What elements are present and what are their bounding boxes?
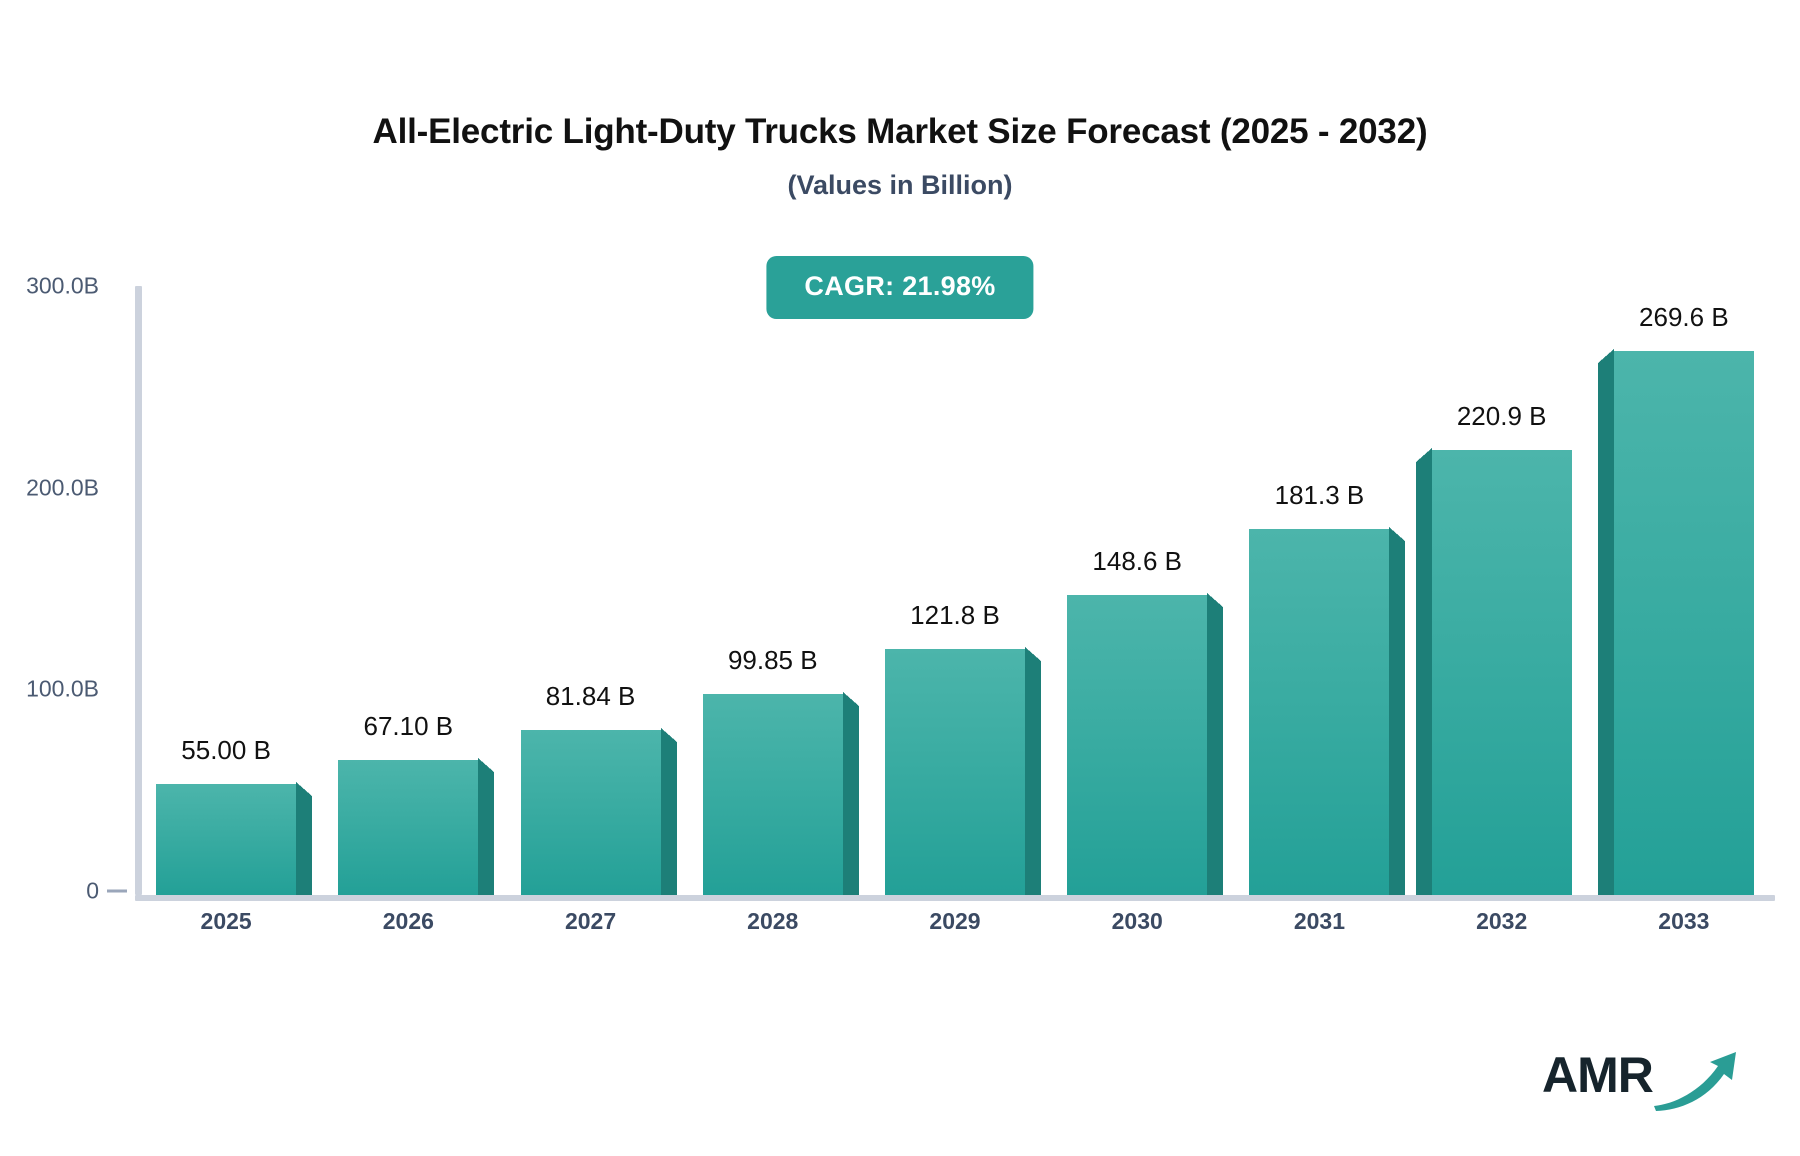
x-axis-tick-label: 2028 xyxy=(747,908,799,934)
page-title: All-Electric Light-Duty Trucks Market Si… xyxy=(372,112,1428,151)
x-axis-labels: 2025 2026 2027 2028 2029 2030 2031 2032 2033 xyxy=(135,908,1775,948)
growth-arrow-icon xyxy=(1652,1050,1740,1117)
bar-front-face xyxy=(1249,529,1390,895)
bar-column[interactable]: 269.6 B xyxy=(1593,290,1775,895)
x-axis-tick-label: 2027 xyxy=(564,908,617,934)
bar-value-label: 148.6 B xyxy=(1092,546,1183,577)
bar-side-face xyxy=(1207,607,1224,895)
bar-column[interactable]: 81.84 B xyxy=(499,290,681,895)
bar-front-face xyxy=(884,649,1025,895)
bar-column[interactable]: 67.10 B xyxy=(317,290,499,895)
bar-column[interactable]: 148.6 B xyxy=(1046,290,1228,895)
bar-column[interactable]: 121.8 B xyxy=(864,290,1046,895)
bar-column[interactable]: 99.85 B xyxy=(682,290,864,895)
cagr-badge: CAGR: 21.98% xyxy=(766,256,1034,319)
x-axis-tick-label: 2026 xyxy=(382,908,434,934)
bar-value-label: 81.84 B xyxy=(545,680,636,711)
bar-front-face xyxy=(1067,595,1208,895)
bar-top-bevel xyxy=(1024,647,1041,662)
y-axis-tick-label: 300.0B xyxy=(26,272,99,299)
bar-front-face xyxy=(520,729,661,895)
amr-logo: AMR xyxy=(1542,1040,1742,1118)
bar-front-face xyxy=(338,759,479,895)
bar-value-label: 269.6 B xyxy=(1639,302,1729,333)
bar-column[interactable]: 181.3 B xyxy=(1228,290,1410,895)
bar-value-label: 121.8 B xyxy=(910,600,1000,631)
logo-wordmark: AMR xyxy=(1542,1047,1654,1103)
y-axis-ticks: 0 100.0B 200.0B 300.0B xyxy=(0,273,135,904)
bar-top-bevel xyxy=(1389,527,1406,542)
bar-side-face xyxy=(1415,461,1432,895)
bar-side-face xyxy=(1597,363,1614,895)
y-axis-tick-label: 0 xyxy=(86,877,99,904)
plot-area: 0 100.0B 200.0B 300.0B 55.00 B 67.10 B 81.84 … xyxy=(26,273,1775,904)
bar-value-label: 67.10 B xyxy=(363,710,454,741)
bar-column[interactable]: 220.9 B xyxy=(1411,290,1593,895)
bar-front-face xyxy=(1613,351,1754,895)
y-axis-tick-mark xyxy=(107,889,127,893)
bar-top-bevel xyxy=(296,782,313,797)
bar-side-face xyxy=(660,741,677,895)
chart-subtitle: (Values in Billion) xyxy=(787,170,1013,200)
bar-front-face xyxy=(702,693,843,895)
x-axis-tick-label: 2025 xyxy=(200,908,252,934)
bar-front-face xyxy=(1431,449,1572,895)
bar-top-bevel xyxy=(842,691,859,706)
bar-side-face xyxy=(296,796,313,895)
x-axis-tick-label: 2033 xyxy=(1658,908,1710,934)
bar-side-face xyxy=(1389,541,1406,895)
bar-top-bevel xyxy=(1597,349,1614,364)
bar-side-face xyxy=(1024,661,1041,895)
bar-front-face xyxy=(156,784,297,895)
bar-column[interactable]: 55.00 B xyxy=(135,290,317,895)
bar-side-face xyxy=(478,771,495,895)
bar-top-bevel xyxy=(1207,593,1224,608)
y-axis-tick-label: 200.0B xyxy=(26,474,99,501)
x-axis-tick-label: 2029 xyxy=(929,908,981,934)
bar-value-label: 55.00 B xyxy=(181,735,271,766)
y-axis-tick-label: 100.0B xyxy=(26,675,99,702)
bar-series: 55.00 B 67.10 B 81.84 B 99.85 B 121.8 B 148.6… xyxy=(135,290,1775,895)
bar-value-label: 220.9 B xyxy=(1456,400,1547,431)
y-axis-line xyxy=(135,286,142,895)
bar-value-label: 99.85 B xyxy=(727,644,818,675)
x-axis-line xyxy=(135,895,1775,901)
bar-top-bevel xyxy=(478,757,495,772)
x-axis-tick-label: 2031 xyxy=(1293,908,1346,934)
bar-side-face xyxy=(842,705,859,895)
x-axis-tick-label: 2032 xyxy=(1476,908,1528,934)
bar-top-bevel xyxy=(660,727,677,742)
x-axis-tick-label: 2030 xyxy=(1111,908,1163,934)
bar-top-bevel xyxy=(1415,447,1432,462)
bar-value-label: 181.3 B xyxy=(1274,480,1365,511)
